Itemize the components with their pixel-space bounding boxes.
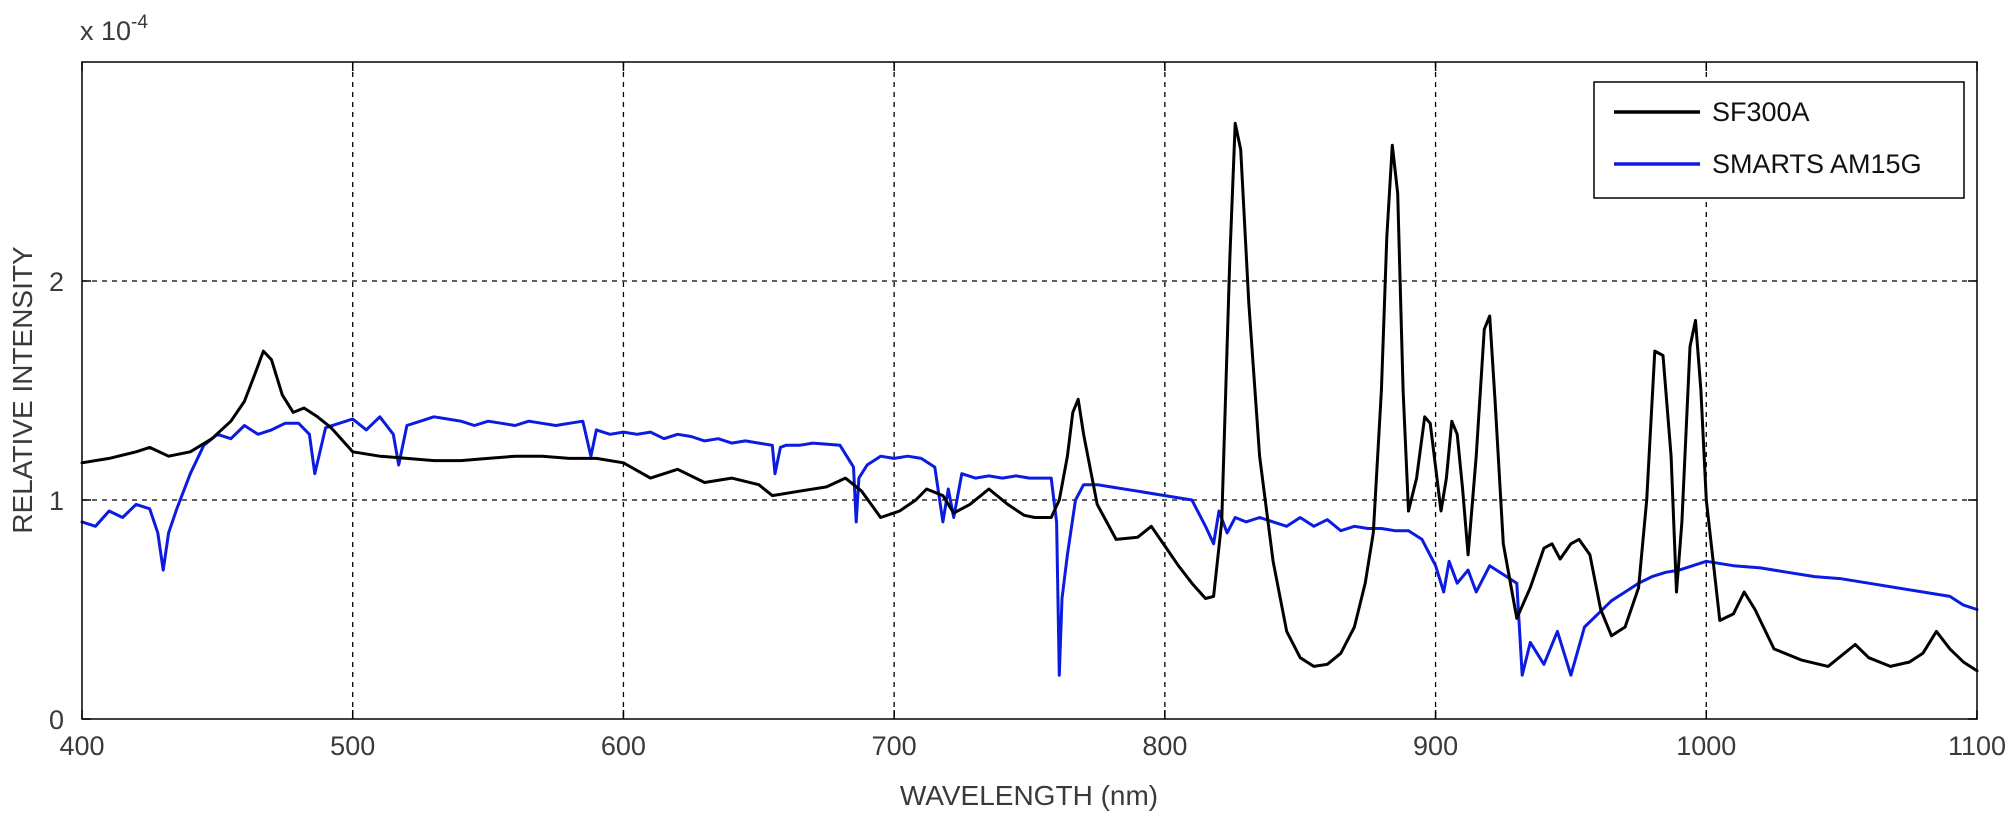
legend-label-sf300a: SF300A [1712, 97, 1810, 127]
series-line-sf300a [80, 121, 1979, 673]
x-tick-label: 400 [59, 731, 104, 761]
y-tick-label: 1 [49, 486, 64, 516]
y-axis-label: RELATIVE INTENSITY [7, 246, 38, 534]
x-axis-label: WAVELENGTH (nm) [900, 780, 1158, 811]
x-tick-label: 700 [872, 731, 917, 761]
tick-marks [81, 62, 1978, 720]
y-tick-label: 2 [49, 267, 64, 297]
y-multiplier-base: x 10 [80, 16, 131, 46]
y-multiplier-label: x 10-4 [80, 12, 148, 46]
plot-area-frame [81, 61, 1978, 720]
y-multiplier-exponent: -4 [131, 12, 148, 33]
x-tick-label: 800 [1142, 731, 1187, 761]
legend-label-smarts: SMARTS AM15G [1712, 149, 1922, 179]
x-tick-label: 900 [1413, 731, 1458, 761]
x-tick-labels: 400 500 600 700 800 900 1000 1100 [59, 731, 2006, 761]
series-line-smarts-am15g [80, 415, 1979, 677]
x-tick-label: 1100 [1948, 731, 2006, 761]
legend: SF300A SMARTS AM15G [1593, 81, 1965, 199]
y-tick-labels: 0 1 2 [49, 267, 64, 735]
x-tick-label: 1000 [1676, 731, 1736, 761]
legend-box [1593, 81, 1965, 199]
y-tick-label: 0 [49, 705, 64, 735]
x-tick-label: 600 [601, 731, 646, 761]
series-lines [80, 121, 1979, 677]
x-tick-label: 500 [330, 731, 375, 761]
